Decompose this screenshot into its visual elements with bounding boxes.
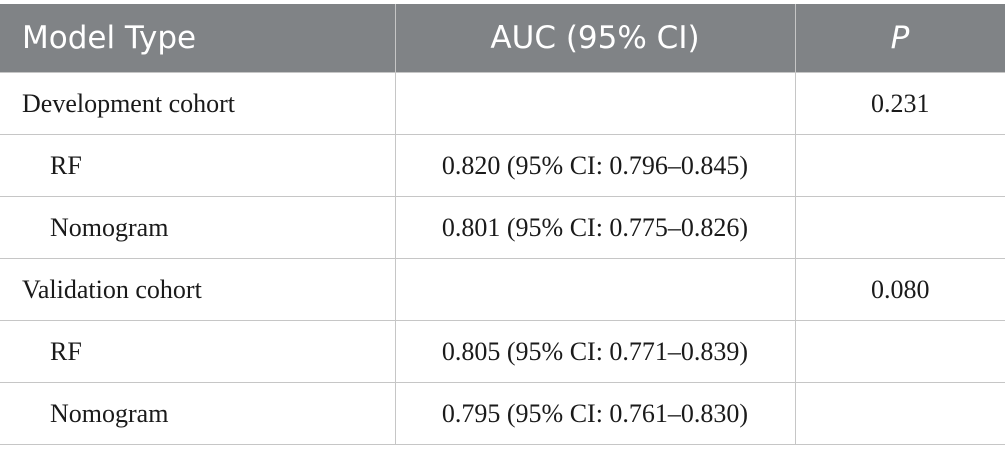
- table-header: Model Type AUC (95% CI) P: [0, 4, 1005, 73]
- header-row: Model Type AUC (95% CI) P: [0, 4, 1005, 73]
- row-auc: 0.805 (95% CI: 0.771–0.839): [394, 320, 796, 383]
- row-p: [794, 382, 1005, 445]
- row-auc: 0.801 (95% CI: 0.775–0.826): [394, 196, 796, 259]
- row-auc: 0.820 (95% CI: 0.796–0.845): [394, 134, 796, 197]
- header-model-type: Model Type: [0, 4, 396, 73]
- auc-comparison-table: Model Type AUC (95% CI) P Development co…: [0, 4, 1005, 445]
- table-row: Nomogram 0.801 (95% CI: 0.775–0.826): [0, 196, 1005, 259]
- table-row: RF 0.820 (95% CI: 0.796–0.845): [0, 134, 1005, 197]
- row-label: Development cohort: [0, 72, 396, 135]
- row-p: [794, 196, 1005, 259]
- table-row: Validation cohort 0.080: [0, 258, 1005, 321]
- row-p: 0.080: [794, 258, 1005, 321]
- table-row: Development cohort 0.231: [0, 72, 1005, 135]
- header-p: P: [794, 4, 1005, 73]
- row-label: Validation cohort: [0, 258, 396, 321]
- row-p: 0.231: [794, 72, 1005, 135]
- header-auc: AUC (95% CI): [394, 4, 796, 73]
- row-label: RF: [0, 320, 396, 383]
- table-row: Nomogram 0.795 (95% CI: 0.761–0.830): [0, 382, 1005, 445]
- table-row: RF 0.805 (95% CI: 0.771–0.839): [0, 320, 1005, 383]
- row-auc: [394, 72, 796, 135]
- row-label: RF: [0, 134, 396, 197]
- row-auc: 0.795 (95% CI: 0.761–0.830): [394, 382, 796, 445]
- row-p: [794, 320, 1005, 383]
- table-body: Development cohort 0.231 RF 0.820 (95% C…: [0, 72, 1005, 445]
- row-auc: [394, 258, 796, 321]
- row-label: Nomogram: [0, 382, 396, 445]
- row-p: [794, 134, 1005, 197]
- row-label: Nomogram: [0, 196, 396, 259]
